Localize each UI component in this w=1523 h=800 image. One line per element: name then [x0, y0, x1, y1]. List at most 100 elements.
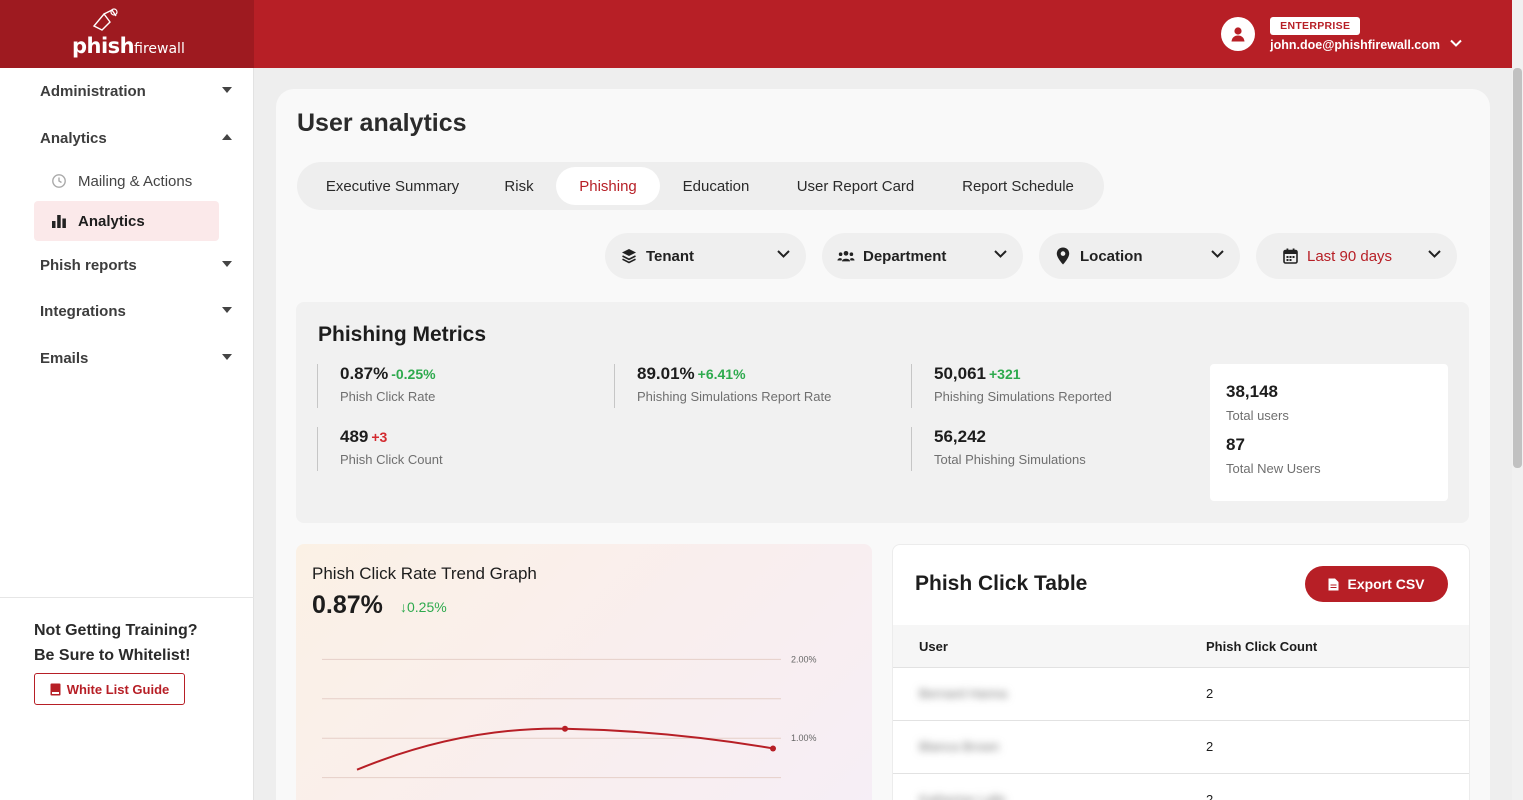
table-row[interactable]: Katherine Lalle 2: [893, 774, 1469, 800]
trend-graph-value: 0.87%: [312, 591, 383, 619]
tab-user-report-card[interactable]: User Report Card: [796, 177, 915, 195]
metric-delta: +3: [371, 429, 388, 445]
y-tick-label: 1.00%: [791, 733, 817, 743]
metric-phish-click-count: 489 +3 Phish Click Count: [317, 427, 443, 471]
data-point: [770, 745, 776, 752]
user-menu[interactable]: ENTERPRISE john.doe@phishfirewall.com: [1221, 14, 1462, 54]
metric-delta: +321: [989, 366, 1021, 382]
logo-text: phishfirewall: [72, 34, 185, 58]
metric-value: 0.87%: [340, 364, 389, 383]
metrics-title: Phishing Metrics: [318, 323, 487, 346]
row-user: Bernard Hanna: [919, 686, 1008, 701]
promo-line-2: Be Sure to Whitelist!: [34, 647, 191, 664]
tenant-filter-label: Tenant: [646, 247, 695, 265]
department-filter[interactable]: Department: [822, 233, 1023, 279]
sidebar-subitem-mailing-actions[interactable]: Mailing & Actions: [34, 161, 219, 201]
metric-value: 50,061: [934, 364, 986, 383]
table-title: Phish Click Table: [915, 572, 1088, 595]
metric-delta: +6.41%: [697, 366, 746, 382]
metric-label: Phish Click Count: [340, 452, 443, 467]
trend-graph-delta: ↓0.25%: [400, 599, 447, 615]
column-header-user[interactable]: User: [919, 639, 948, 654]
tab-executive-summary[interactable]: Executive Summary: [325, 177, 460, 195]
caret-down-icon: [222, 354, 232, 360]
chevron-down-icon: [1428, 250, 1441, 258]
metric-value: 489: [340, 427, 369, 446]
sidebar-subitem-label: Mailing & Actions: [78, 172, 193, 190]
export-csv-label: Export CSV: [1347, 576, 1425, 592]
sidebar-item-analytics[interactable]: Analytics: [0, 120, 254, 156]
metric-simulations-reported: 50,061 +321 Phishing Simulations Reported: [911, 364, 1112, 408]
tab-report-schedule[interactable]: Report Schedule: [962, 177, 1074, 195]
sidebar-item-administration[interactable]: Administration: [0, 73, 254, 109]
table-header: User Phish Click Count: [893, 625, 1469, 668]
caret-up-icon: [222, 134, 232, 140]
table-row[interactable]: Bernard Hanna 2: [893, 668, 1469, 721]
sidebar-item-phish-reports[interactable]: Phish reports: [0, 247, 254, 283]
metric-phish-click-rate: 0.87% -0.25% Phish Click Rate: [317, 364, 436, 408]
location-filter-label: Location: [1080, 247, 1143, 265]
sidebar-item-label: Emails: [40, 349, 89, 367]
total-users-label: Total users: [1226, 408, 1289, 423]
caret-down-icon: [222, 307, 232, 313]
sidebar-item-label: Integrations: [40, 302, 126, 320]
metric-value: 89.01%: [637, 364, 695, 383]
scrollbar-thumb[interactable]: [1513, 68, 1522, 468]
row-click-count: 2: [1206, 792, 1214, 800]
tab-phishing[interactable]: Phishing: [556, 167, 660, 205]
white-list-guide-button[interactable]: White List Guide: [34, 673, 185, 705]
row-user: Katherine Lalle: [919, 792, 1006, 800]
sidebar-item-label: Phish reports: [40, 256, 137, 274]
metric-value: 56,242: [934, 427, 986, 446]
data-point: [562, 725, 568, 732]
total-users-value: 38,148: [1226, 382, 1278, 401]
people-group-icon: [837, 247, 855, 265]
date-range-filter[interactable]: Last 90 days: [1256, 233, 1457, 279]
row-click-count: 2: [1206, 739, 1214, 754]
calendar-icon: [1281, 247, 1299, 265]
metric-total-simulations: 56,242 Total Phishing Simulations: [911, 427, 1086, 471]
bar-chart-icon: [50, 212, 68, 230]
export-csv-button[interactable]: Export CSV: [1305, 566, 1448, 602]
chevron-down-icon: [1211, 250, 1224, 258]
white-list-guide-label: White List Guide: [66, 681, 170, 697]
sidebar-item-label: Analytics: [40, 129, 107, 147]
tenant-filter[interactable]: Tenant: [605, 233, 806, 279]
caret-down-icon: [222, 261, 232, 267]
avatar: [1221, 17, 1256, 51]
logo[interactable]: phishfirewall: [0, 0, 254, 68]
metric-label: Total Phishing Simulations: [934, 452, 1086, 467]
column-header-click-count[interactable]: Phish Click Count: [1206, 639, 1318, 654]
sidebar-divider: [0, 597, 254, 598]
metric-label: Phishing Simulations Report Rate: [637, 389, 832, 404]
users-summary-card: 38,148 Total users 87 Total New Users: [1210, 364, 1448, 501]
location-filter[interactable]: Location: [1039, 233, 1240, 279]
chevron-down-icon[interactable]: [1450, 39, 1462, 47]
whitelist-promo: Not Getting Training? Be Sure to Whiteli…: [34, 618, 198, 668]
book-icon: [50, 683, 61, 695]
department-filter-label: Department: [863, 247, 947, 265]
map-pin-icon: [1054, 247, 1072, 265]
file-icon: [1328, 578, 1339, 590]
sidebar-item-emails[interactable]: Emails: [0, 340, 254, 376]
new-users-value: 87: [1226, 435, 1245, 454]
caret-down-icon: [222, 87, 232, 93]
series-line: [356, 727, 774, 771]
history-icon: [50, 172, 68, 190]
tab-education[interactable]: Education: [682, 177, 750, 195]
new-users-label: Total New Users: [1226, 461, 1321, 476]
logo-mark-icon: [92, 8, 118, 31]
table-row[interactable]: Blanca Brown 2: [893, 721, 1469, 774]
chevron-down-icon: [777, 250, 790, 258]
sidebar-subitem-analytics[interactable]: Analytics: [34, 201, 219, 241]
metric-delta: -0.25%: [391, 366, 436, 382]
metric-report-rate: 89.01% +6.41% Phishing Simulations Report…: [614, 364, 831, 408]
trend-graph-title: Phish Click Rate Trend Graph: [312, 564, 537, 583]
chevron-down-icon: [994, 250, 1007, 258]
sidebar-item-integrations[interactable]: Integrations: [0, 293, 254, 329]
top-bar: phishfirewall ENTERPRISE john.doe@phishf…: [0, 0, 1512, 68]
user-icon: [1231, 27, 1245, 42]
tab-risk[interactable]: Risk: [504, 177, 534, 195]
row-click-count: 2: [1206, 686, 1214, 701]
